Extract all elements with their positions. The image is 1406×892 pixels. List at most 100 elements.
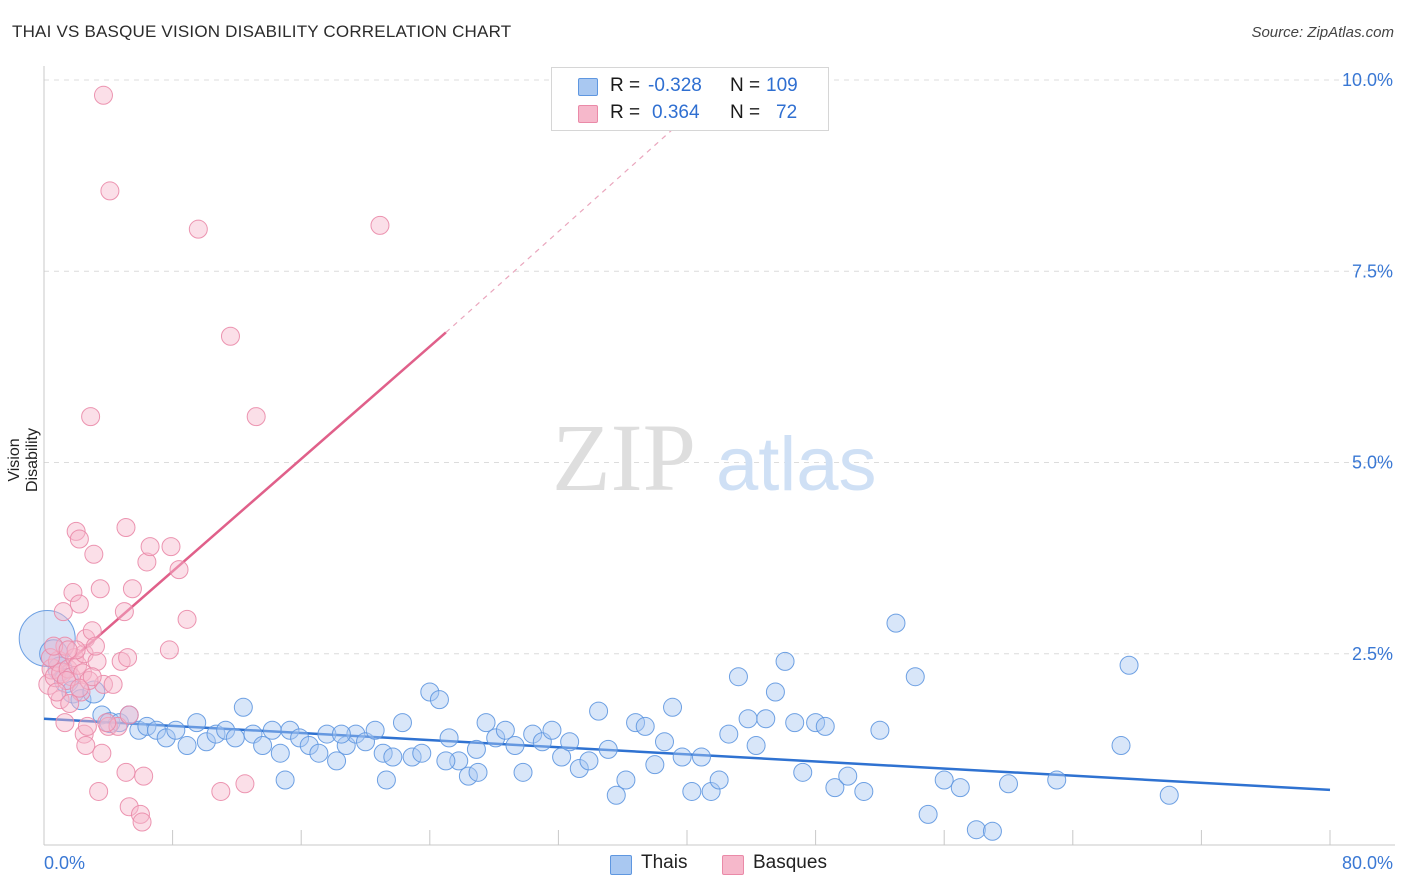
basque-point [55,713,75,733]
bottom-legend-label-thais: Thais [641,852,688,873]
bottom-legend-swatch-thais [610,855,632,875]
legend-r-label: R = [610,102,641,123]
thai-point [466,739,486,759]
basque-point [122,579,142,599]
y-tick-label: 10.0% [1342,70,1393,90]
basque-point [60,693,80,713]
basque-trend-extension [445,87,720,333]
legend-n-label: N = [730,75,761,96]
basque-point [53,602,73,622]
y-axis-title: Vision Disability [6,428,41,493]
thai-point [290,728,310,748]
basque-point [114,602,134,622]
basque-point [211,781,231,801]
thai-point [495,720,515,740]
basque-point [50,690,70,710]
basque-point [69,594,89,614]
bottom-legend-label-basques: Basques [753,852,827,873]
thai-point [626,713,646,733]
thai-point [505,736,525,756]
thai-point [738,709,758,729]
thai-point [376,770,396,790]
thai-point [327,751,347,771]
basque-point [134,766,154,786]
thai-point [569,759,589,778]
thai-point [982,821,1002,841]
thai-point [280,720,300,740]
legend-n-label: N = [730,102,761,123]
thai-point [270,743,290,763]
legend-n-value: 72 [776,102,798,123]
watermark: ZIP atlas [552,404,877,511]
basque-point [93,674,113,694]
x-tick-label-min: 0.0% [44,853,85,873]
thai-point [346,724,366,744]
thai-point [1119,655,1139,675]
thai-point [373,743,393,763]
thai-point [439,728,459,748]
thai-point [309,743,329,763]
thai-trend-line [43,717,1331,792]
thai-point [383,747,403,767]
basque-point [220,326,240,346]
y-tick-label: 7.5% [1352,261,1393,281]
thai-point [166,720,186,740]
thai-point [934,770,954,790]
thai-point [275,770,295,790]
thai-point [654,732,674,752]
thai-point [709,770,729,790]
thai-point [579,751,599,771]
thai-point [187,713,207,733]
basque-point [44,636,64,656]
chart-title: THAI VS BASQUE VISION DISABILITY CORRELA… [12,22,512,41]
thai-point [663,697,683,717]
thai-point [206,724,226,744]
watermark-zip: ZIP [552,404,696,511]
basque-point [47,682,67,702]
basque-point [66,521,86,541]
thai-point [728,667,748,687]
legend-row-basques: R = 0.364 N = 72 [552,101,828,127]
basque-point [118,648,138,668]
y-tick-label: 5.0% [1352,453,1393,473]
thai-point [253,736,273,756]
thai-point [225,728,245,748]
thai-point [756,709,776,729]
basque-point [69,678,89,698]
legend-swatch-thais [578,78,598,96]
thai-point [775,651,795,671]
thai-point [635,716,655,736]
thai-point [1047,770,1067,790]
thai-point [299,736,319,756]
basque-point [84,544,104,564]
watermark-atlas: atlas [716,422,877,507]
basque-point [93,85,113,105]
thai-point [589,701,609,721]
legend-r-value: -0.328 [648,75,702,96]
thai-point [950,778,970,798]
thai-point [486,728,506,748]
thai-point [815,716,835,736]
basque-point [108,716,128,736]
basque-point [63,583,83,603]
basque-trend-line [51,331,447,678]
basque-point [116,762,136,782]
x-tick-label-max: 80.0% [1342,853,1393,873]
basque-point [97,713,117,733]
thai-point [606,785,626,805]
basque-point [65,648,85,668]
grid-lines [44,79,1390,655]
thai-point [458,766,478,786]
thai-point [999,774,1018,794]
thai-point [196,732,216,752]
thai-point [793,762,813,782]
thai-point [682,781,702,801]
basque-point [246,407,266,427]
basque-point [188,219,208,239]
thai-point [719,724,739,744]
thai-point [825,778,845,798]
thai-point [436,751,456,771]
basque-point [77,716,97,736]
basque-point [58,640,78,660]
trend-lines [43,87,1331,792]
